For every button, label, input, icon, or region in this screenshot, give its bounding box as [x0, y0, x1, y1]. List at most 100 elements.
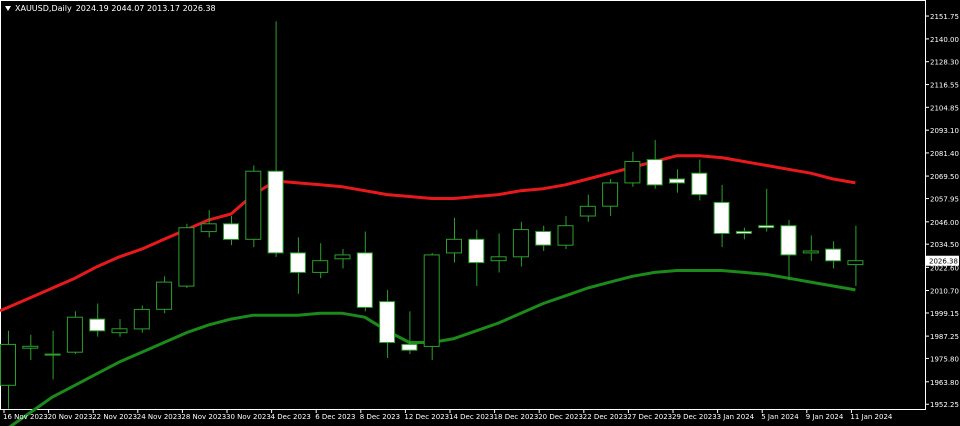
x-tick-label: 27 Dec 2023 [627, 413, 672, 421]
lower-band-line [8, 269, 856, 426]
candle-body [356, 252, 373, 308]
candle-body [66, 316, 83, 353]
candle[interactable] [669, 169, 685, 193]
y-tick-label: 2057.95 [930, 196, 959, 204]
candle[interactable] [825, 241, 842, 269]
x-tick-label: 20 Dec 2023 [538, 413, 583, 421]
candle-body [89, 318, 106, 332]
price-tag-label: 2026.38 [929, 258, 958, 266]
candle-body [847, 260, 864, 266]
candle[interactable] [624, 151, 641, 187]
candle[interactable] [780, 219, 797, 281]
candle[interactable] [22, 334, 39, 360]
candle-body [825, 248, 842, 262]
y-tick-label: 1952.25 [930, 401, 959, 409]
x-tick-label: 30 Nov 2023 [226, 413, 271, 421]
candle[interactable] [691, 159, 708, 201]
candle-body [468, 238, 485, 264]
candle-body [535, 231, 552, 246]
candle[interactable] [312, 243, 329, 279]
ohlc-readout: 2024.19 2044.07 2013.17 2026.38 [75, 4, 216, 13]
y-tick-label: 2034.50 [930, 241, 959, 249]
candle[interactable] [579, 194, 596, 222]
y-tick-label: 2116.55 [930, 82, 959, 90]
candle[interactable] [156, 276, 173, 314]
upper-band-line [0, 154, 856, 313]
candle[interactable] [44, 330, 61, 380]
candle-body [758, 225, 775, 229]
candle[interactable] [178, 223, 195, 288]
candle-body [624, 161, 641, 184]
candle-body [602, 182, 619, 207]
candle[interactable] [802, 235, 819, 261]
y-tick-label: 2069.50 [930, 173, 959, 181]
candle[interactable] [758, 188, 775, 232]
x-tick-label: 28 Nov 2023 [181, 413, 226, 421]
candle[interactable] [89, 303, 106, 337]
candle-body [446, 238, 462, 254]
candle[interactable] [223, 215, 239, 246]
candle[interactable] [468, 229, 485, 287]
triangle-down-icon[interactable] [5, 6, 11, 11]
candle-body [44, 353, 61, 356]
candle-body [156, 281, 173, 310]
candle-body [735, 231, 752, 234]
x-tick-label: 4 Dec 2023 [271, 413, 311, 421]
chart-frame [0, 0, 926, 410]
x-tick-label: 22 Dec 2023 [583, 413, 628, 421]
y-tick-label: 2081.40 [930, 150, 959, 158]
candle[interactable] [379, 289, 396, 359]
x-tick-label: 9 Jan 2024 [806, 413, 844, 421]
candle[interactable] [356, 231, 373, 312]
candle[interactable] [66, 311, 83, 355]
y-tick-label: 2022.60 [930, 264, 959, 272]
candle[interactable] [735, 227, 752, 240]
y-tick-label: 2151.75 [930, 13, 959, 21]
candle[interactable] [535, 225, 552, 252]
candle-body [379, 301, 396, 344]
price-tag-background [926, 255, 959, 266]
x-tick-label: 6 Dec 2023 [315, 413, 355, 421]
candle-body [245, 170, 262, 240]
candle[interactable] [557, 215, 574, 250]
candle-body [0, 343, 16, 386]
y-tick-label: 2046.00 [930, 219, 959, 227]
candle-body [691, 172, 708, 196]
candle-body [579, 205, 596, 217]
candle-body [200, 223, 217, 233]
candle-body [669, 178, 685, 184]
candle[interactable] [133, 305, 150, 333]
chart-title-bar[interactable]: XAUUSD,Daily 2024.19 2044.07 2013.17 202… [5, 4, 216, 13]
candle[interactable] [334, 249, 351, 269]
x-tick-label: 20 Nov 2023 [48, 413, 93, 421]
candle-layer [0, 21, 864, 409]
candle[interactable] [267, 21, 284, 257]
time-axis: 16 Nov 2023 20 Nov 2023 22 Nov 2023 24 Nov … [3, 409, 893, 421]
x-tick-label: 3 Jan 2024 [717, 413, 755, 421]
candle[interactable] [646, 140, 663, 189]
x-tick-label: 12 Dec 2023 [404, 413, 449, 421]
candle[interactable] [423, 252, 440, 360]
candle-body [111, 328, 128, 334]
candle-body [401, 343, 418, 351]
candle[interactable] [200, 210, 217, 238]
candle[interactable] [245, 165, 262, 248]
candle[interactable] [847, 225, 864, 287]
candle-body [646, 159, 663, 186]
candle-body [334, 254, 351, 260]
candle[interactable] [289, 237, 306, 294]
candle[interactable] [111, 319, 128, 337]
candle-body [490, 256, 507, 262]
y-tick-label: 2140.00 [930, 36, 959, 44]
candle-body [312, 260, 329, 273]
x-tick-label: 16 Nov 2023 [3, 413, 48, 421]
candle[interactable] [602, 179, 619, 216]
candle[interactable] [490, 233, 507, 273]
candle[interactable] [0, 330, 16, 409]
candle[interactable] [512, 221, 529, 267]
candle[interactable] [713, 184, 730, 248]
candle[interactable] [446, 217, 462, 263]
candle[interactable] [401, 311, 418, 355]
